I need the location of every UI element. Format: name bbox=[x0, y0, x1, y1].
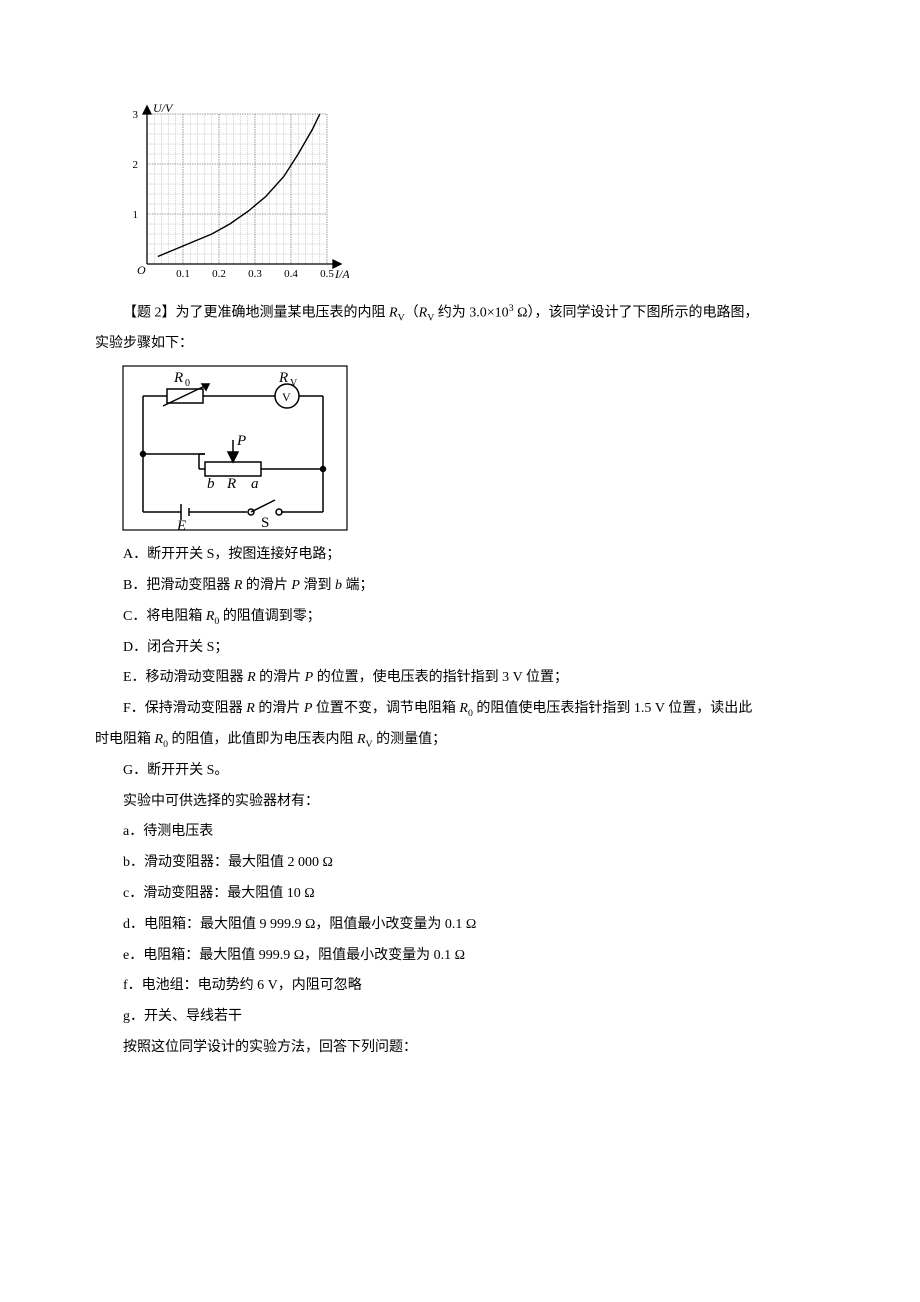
sFR: R bbox=[246, 701, 255, 716]
q2-R2: R bbox=[419, 306, 428, 321]
q2-Vsub: V bbox=[398, 312, 405, 323]
equip-c: c．滑动变阻器：最大阻值 10 Ω bbox=[95, 879, 920, 910]
sBP: P bbox=[291, 578, 300, 593]
step-A: A．断开开关 S，按图连接好电路； bbox=[95, 540, 920, 571]
sE1: E．移动滑动变阻器 bbox=[123, 670, 247, 685]
q2-t1: 为了更准确地测量某电压表的内阻 bbox=[176, 306, 390, 321]
step-F-line1: F．保持滑动变阻器 R 的滑片 P 位置不变，调节电阻箱 R0 的阻值使电压表指… bbox=[95, 694, 920, 725]
svg-text:b: b bbox=[207, 476, 215, 492]
sEP: P bbox=[305, 670, 314, 685]
sFlRV: R bbox=[357, 732, 366, 747]
sF3: 位置不变，调节电阻箱 bbox=[312, 701, 459, 716]
sF4: 的阻值使电压表指针指到 1.5 V 位置，读出此 bbox=[473, 701, 752, 716]
step-B: B．把滑动变阻器 R 的滑片 P 滑到 b 端； bbox=[95, 571, 920, 602]
uv-chart-svg: U/V I/A O 0.1 0.2 0.3 0.4 0.5 1 2 3 bbox=[119, 102, 349, 292]
svg-text:0: 0 bbox=[185, 378, 190, 389]
q2-intro-line1: 【题 2】为了更准确地测量某电压表的内阻 RV（RV 约为 3.0×103 Ω）… bbox=[95, 298, 920, 329]
sFl2: 的阻值，此值即为电压表内阻 bbox=[168, 732, 357, 747]
sB1: B．把滑动变阻器 bbox=[123, 578, 234, 593]
q2-t2: 约为 3.0×10 bbox=[434, 306, 508, 321]
svg-text:0.2: 0.2 bbox=[212, 268, 226, 280]
circuit-figure: R0 RV V P b R a E S bbox=[119, 362, 920, 534]
svg-text:1: 1 bbox=[133, 209, 139, 221]
sFlR: R bbox=[155, 732, 164, 747]
chart-xlabel: I/A bbox=[334, 267, 349, 281]
sER: R bbox=[247, 670, 256, 685]
sE3: 的位置，使电压表的指针指到 3 V 位置； bbox=[313, 670, 568, 685]
svg-text:3: 3 bbox=[133, 109, 139, 121]
chart-ylabel: U/V bbox=[153, 102, 174, 115]
equip-f: f．电池组：电动势约 6 V，内阻可忽略 bbox=[95, 971, 920, 1002]
q2-t3: Ω），该同学设计了下图所示的电路图， bbox=[514, 306, 759, 321]
svg-text:R: R bbox=[278, 370, 288, 386]
q2-R: R bbox=[389, 306, 398, 321]
circuit-svg: R0 RV V P b R a E S bbox=[119, 362, 351, 534]
step-C: C．将电阻箱 R0 的阻值调到零； bbox=[95, 602, 920, 633]
equip-d: d．电阻箱：最大阻值 9 999.9 Ω，阻值最小改变量为 0.1 Ω bbox=[95, 910, 920, 941]
svg-text:0.1: 0.1 bbox=[176, 268, 190, 280]
sB3: 滑到 bbox=[300, 578, 335, 593]
equip-intro: 实验中可供选择的实验器材有： bbox=[95, 787, 920, 818]
sC1: C．将电阻箱 bbox=[123, 609, 206, 624]
step-G: G．断开开关 S。 bbox=[95, 756, 920, 787]
sC2: 的阻值调到零； bbox=[219, 609, 321, 624]
sB2: 的滑片 bbox=[242, 578, 291, 593]
q2-paren: （ bbox=[405, 306, 419, 321]
svg-text:2: 2 bbox=[133, 159, 139, 171]
step-D: D．闭合开关 S； bbox=[95, 633, 920, 664]
equip-a: a．待测电压表 bbox=[95, 817, 920, 848]
chart-figure: U/V I/A O 0.1 0.2 0.3 0.4 0.5 1 2 3 bbox=[119, 102, 920, 292]
step-E: E．移动滑动变阻器 R 的滑片 P 的位置，使电压表的指针指到 3 V 位置； bbox=[95, 663, 920, 694]
svg-text:0.4: 0.4 bbox=[284, 268, 298, 280]
svg-text:a: a bbox=[251, 476, 259, 492]
q2-intro-line2: 实验步骤如下： bbox=[95, 329, 920, 360]
svg-text:V: V bbox=[290, 378, 298, 389]
chart-origin: O bbox=[137, 263, 146, 277]
svg-text:0.5: 0.5 bbox=[320, 268, 334, 280]
svg-text:E: E bbox=[176, 518, 186, 534]
step-F-line2: 时电阻箱 R0 的阻值，此值即为电压表内阻 RV 的测量值； bbox=[95, 725, 920, 756]
svg-text:P: P bbox=[236, 433, 246, 449]
svg-text:0.3: 0.3 bbox=[248, 268, 262, 280]
equip-b: b．滑动变阻器：最大阻值 2 000 Ω bbox=[95, 848, 920, 879]
sF2: 的滑片 bbox=[255, 701, 304, 716]
q2-tag: 【题 2】 bbox=[123, 306, 176, 321]
sFl1: 时电阻箱 bbox=[95, 732, 155, 747]
svg-text:S: S bbox=[261, 515, 269, 531]
equip-e: e．电阻箱：最大阻值 999.9 Ω，阻值最小改变量为 0.1 Ω bbox=[95, 941, 920, 972]
sFR0: R bbox=[459, 701, 468, 716]
svg-text:V: V bbox=[282, 390, 291, 404]
sB4: 端； bbox=[342, 578, 374, 593]
equip-g: g．开关、导线若干 bbox=[95, 1002, 920, 1033]
svg-text:R: R bbox=[226, 476, 236, 492]
sF1: F．保持滑动变阻器 bbox=[123, 701, 246, 716]
sBb: b bbox=[335, 578, 342, 593]
svg-text:R: R bbox=[173, 370, 183, 386]
final-line: 按照这位同学设计的实验方法，回答下列问题： bbox=[95, 1033, 920, 1064]
sFlVs: V bbox=[366, 739, 373, 750]
sE2: 的滑片 bbox=[256, 670, 305, 685]
sFl3: 的测量值； bbox=[373, 732, 447, 747]
